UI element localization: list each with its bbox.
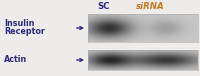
Text: Receptor: Receptor bbox=[4, 28, 45, 36]
Text: SC: SC bbox=[98, 2, 110, 11]
Bar bbox=[88, 14, 198, 42]
Text: Insulin: Insulin bbox=[4, 18, 35, 28]
Text: siRNA: siRNA bbox=[136, 2, 164, 11]
Text: Actin: Actin bbox=[4, 55, 27, 65]
Bar bbox=[88, 50, 198, 70]
